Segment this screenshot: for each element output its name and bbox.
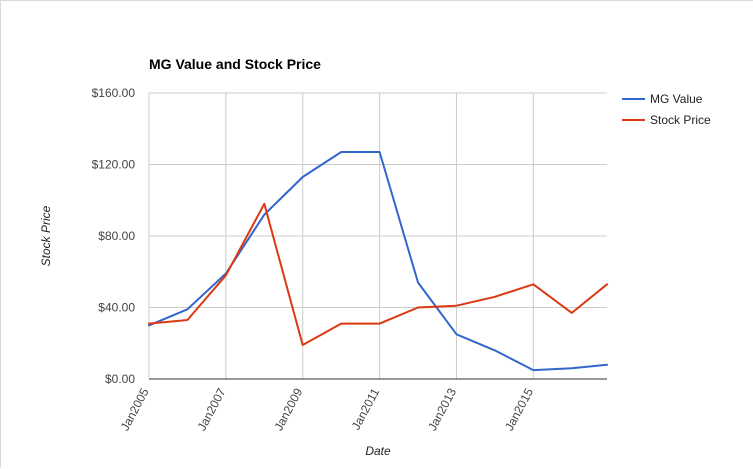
series-lines xyxy=(148,151,608,372)
y-tick-label: $40.00 xyxy=(98,301,135,315)
x-tick-label: Jan2013 xyxy=(425,386,459,434)
chart-title: MG Value and Stock Price xyxy=(149,56,321,72)
x-tick-label: Jan2005 xyxy=(118,386,152,434)
x-tick-label: Jan2007 xyxy=(195,386,229,434)
series-line-mg-value xyxy=(148,151,608,372)
y-tick-label: $120.00 xyxy=(92,158,136,172)
x-tick-label: Jan2009 xyxy=(271,386,305,434)
legend-label: Stock Price xyxy=(650,113,711,127)
legend-label: MG Value xyxy=(650,92,703,106)
x-tick-label: Jan2015 xyxy=(502,386,536,434)
x-axis-title: Date xyxy=(365,444,391,458)
x-axis-ticks: Jan2005 Jan2007 Jan2009 Jan2011 Jan2013 Jan20… xyxy=(118,386,536,434)
y-axis-ticks: $0.00 $40.00 $80.00 $120.00 $160.00 xyxy=(92,86,136,386)
y-tick-label: $80.00 xyxy=(98,229,135,243)
y-tick-label: $0.00 xyxy=(105,372,135,386)
grid xyxy=(148,92,607,380)
y-tick-label: $160.00 xyxy=(92,86,136,100)
x-tick-label: Jan2011 xyxy=(349,386,383,433)
legend: MG Value Stock Price xyxy=(622,92,711,127)
series-line-stock-price xyxy=(148,202,608,346)
y-axis-title: Stock Price xyxy=(39,205,53,266)
